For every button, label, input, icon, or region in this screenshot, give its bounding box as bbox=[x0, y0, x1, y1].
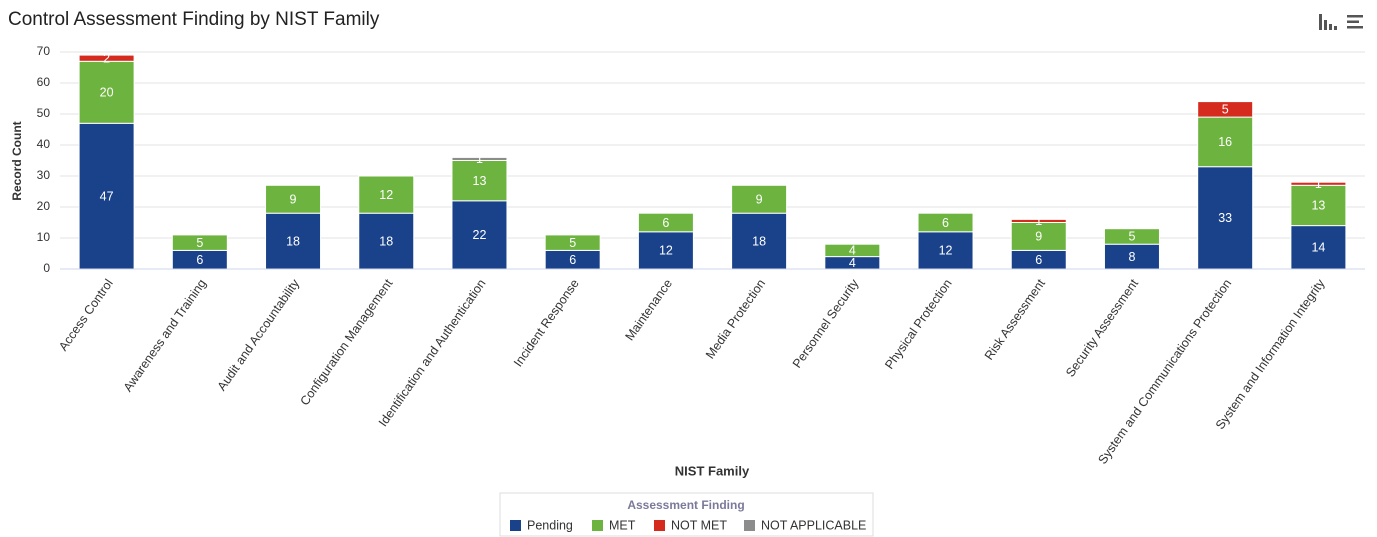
x-tick-label: Access Control bbox=[56, 277, 116, 354]
legend-label: Pending bbox=[527, 518, 573, 532]
data-label: 1 bbox=[1035, 214, 1042, 228]
legend-swatch bbox=[744, 520, 755, 531]
bar-segment bbox=[824, 243, 881, 258]
data-label: 9 bbox=[756, 193, 763, 207]
data-label: 12 bbox=[659, 244, 673, 258]
data-label: 6 bbox=[662, 216, 669, 230]
bar-segment bbox=[78, 122, 135, 270]
data-label: 47 bbox=[100, 189, 114, 203]
bar-segment bbox=[731, 212, 788, 270]
x-tick-label: Awareness and Training bbox=[121, 277, 209, 395]
data-label: 5 bbox=[1222, 103, 1229, 117]
y-tick-label: 30 bbox=[37, 168, 51, 182]
bar-segment bbox=[637, 231, 694, 270]
x-tick-label: System and Information Integrity bbox=[1213, 276, 1328, 432]
y-axis-title: Record Count bbox=[10, 121, 24, 200]
data-label: 16 bbox=[1218, 135, 1232, 149]
bar-segment bbox=[451, 156, 508, 161]
x-tick-label: Risk Assessment bbox=[982, 276, 1048, 362]
bar-segment bbox=[917, 212, 974, 233]
data-label: 9 bbox=[290, 193, 297, 207]
data-label: 6 bbox=[1035, 253, 1042, 267]
bar-segment bbox=[1290, 184, 1347, 227]
data-label: 5 bbox=[569, 236, 576, 250]
data-label: 6 bbox=[569, 253, 576, 267]
legend-swatch bbox=[510, 520, 521, 531]
toolbar-icons[interactable] bbox=[1319, 14, 1363, 30]
y-tick-label: 0 bbox=[43, 261, 50, 275]
x-tick-label: Identification and Authentication bbox=[376, 277, 489, 430]
data-label: 18 bbox=[752, 234, 766, 248]
x-tick-label: Physical Protection bbox=[882, 277, 954, 372]
data-label: 20 bbox=[100, 86, 114, 100]
x-axis-title: NIST Family bbox=[675, 463, 750, 478]
data-label: 18 bbox=[286, 234, 300, 248]
y-tick-label: 20 bbox=[37, 199, 51, 213]
y-tick-label: 50 bbox=[37, 106, 51, 120]
x-tick-label: Maintenance bbox=[623, 277, 676, 344]
data-label: 13 bbox=[1311, 199, 1325, 213]
bar-segment bbox=[637, 212, 694, 233]
legend-swatch bbox=[654, 520, 665, 531]
y-tick-label: 70 bbox=[37, 44, 51, 58]
data-label: 22 bbox=[473, 228, 487, 242]
bar-segment bbox=[1290, 181, 1347, 186]
data-label: 1 bbox=[1315, 177, 1322, 191]
bar-segment bbox=[78, 54, 135, 62]
bar-segment bbox=[78, 60, 135, 124]
data-label: 8 bbox=[1128, 250, 1135, 264]
data-label: 6 bbox=[942, 216, 949, 230]
bar-segment bbox=[451, 200, 508, 270]
bar-segment bbox=[731, 184, 788, 214]
bar-segment bbox=[917, 231, 974, 270]
x-tick-label: Configuration Management bbox=[297, 276, 395, 408]
bar-segment bbox=[171, 234, 228, 251]
bar-segment bbox=[265, 184, 322, 214]
data-label: 14 bbox=[1311, 241, 1325, 255]
y-tick-label: 10 bbox=[37, 230, 51, 244]
data-label: 13 bbox=[473, 174, 487, 188]
legend-title: Assessment Finding bbox=[627, 498, 744, 512]
data-label: 4 bbox=[849, 256, 856, 270]
x-tick-label: Media Protection bbox=[703, 277, 768, 362]
bar-segment bbox=[1010, 218, 1067, 223]
legend-box bbox=[499, 492, 874, 537]
data-label: 9 bbox=[1035, 230, 1042, 244]
x-tick-label: Audit and Accountability bbox=[215, 276, 303, 393]
data-label: 12 bbox=[939, 244, 953, 258]
bar-segment bbox=[451, 160, 508, 202]
bar-segment bbox=[1290, 225, 1347, 270]
y-tick-label: 60 bbox=[37, 75, 51, 89]
data-label: 4 bbox=[849, 244, 856, 258]
legend-swatch bbox=[592, 520, 603, 531]
bar-segment bbox=[1197, 101, 1254, 118]
legend-label: MET bbox=[609, 518, 636, 532]
data-label: 6 bbox=[196, 253, 203, 267]
bar-segment bbox=[1010, 222, 1067, 251]
data-label: 18 bbox=[379, 234, 393, 248]
legend-label: NOT APPLICABLE bbox=[761, 518, 866, 532]
y-tick-label: 40 bbox=[37, 137, 51, 151]
bar-segment bbox=[265, 212, 322, 270]
bar-segment bbox=[1103, 228, 1160, 245]
x-tick-label: Incident Response bbox=[511, 277, 582, 370]
data-label: 5 bbox=[1128, 230, 1135, 244]
bar-segment bbox=[544, 234, 601, 251]
bar-segment bbox=[358, 175, 415, 214]
data-label: 2 bbox=[103, 51, 110, 65]
legend-label: NOT MET bbox=[671, 518, 727, 532]
x-tick-label: Personnel Security bbox=[790, 276, 862, 371]
chart-title: Control Assessment Finding by NIST Famil… bbox=[8, 9, 380, 30]
data-label: 5 bbox=[196, 236, 203, 250]
x-tick-label: Security Assessment bbox=[1063, 276, 1141, 379]
data-label: 33 bbox=[1218, 211, 1232, 225]
bar-segment bbox=[358, 212, 415, 270]
data-label: 1 bbox=[476, 152, 483, 166]
data-label: 12 bbox=[379, 188, 393, 202]
